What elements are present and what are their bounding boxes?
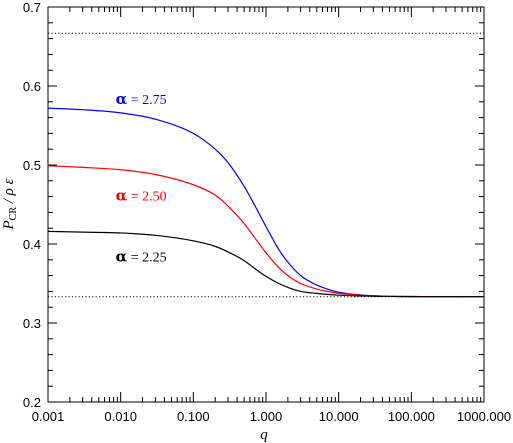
- series-line-2: [47, 230, 484, 298]
- axis-ticks: [47, 6, 485, 403]
- x-tick-label: 100.000: [388, 409, 435, 424]
- series-label-2: α = 2.25: [116, 247, 167, 265]
- reference-lines: [48, 32, 484, 298]
- y-axis-title-main: P: [1, 220, 17, 230]
- x-tick-label: 0.100: [177, 409, 210, 424]
- y-tick-label: 0.4: [23, 237, 41, 252]
- series-label-value: = 2.75: [127, 93, 166, 108]
- x-tick-label: 10.000: [319, 409, 359, 424]
- series-labels: α = 2.75α = 2.50α = 2.25: [116, 90, 167, 265]
- series-label-value: = 2.50: [127, 190, 166, 205]
- plot-frame: [47, 6, 485, 403]
- y-tick-label: 0.6: [23, 79, 41, 94]
- x-tick-label: 0.010: [104, 409, 137, 424]
- y-tick-label: 0.5: [23, 158, 41, 173]
- y-axis-title: PCR / ρ ε: [1, 178, 19, 230]
- y-tick-label: 0.7: [23, 0, 41, 15]
- series-line-0: [47, 107, 484, 298]
- x-tick-labels: 0.001 0.010 0.100 1.000 10.000 100.000 1000.00…: [32, 409, 511, 424]
- x-tick-label: 1.000: [250, 409, 283, 424]
- y-tick-label: 0.3: [23, 316, 41, 331]
- y-tick-labels: 0.2 0.3 0.4 0.5 0.6 0.7: [23, 0, 41, 410]
- series-label-0: α = 2.75: [116, 90, 167, 108]
- series-label-1: α = 2.50: [116, 187, 167, 205]
- x-axis-title: q: [260, 427, 268, 443]
- x-tick-label: 1000.000: [457, 409, 511, 424]
- y-tick-label: 0.2: [23, 395, 41, 410]
- y-axis-title-rest: / ρ ε: [1, 178, 17, 207]
- x-tick-label: 0.001: [32, 409, 65, 424]
- series-lines: [47, 107, 484, 298]
- series-label-greek: α: [116, 247, 128, 265]
- y-axis-title-subscript: CR: [8, 207, 19, 221]
- series-label-value: = 2.25: [127, 250, 166, 265]
- series-label-greek: α: [116, 90, 128, 108]
- series-label-greek: α: [116, 187, 128, 205]
